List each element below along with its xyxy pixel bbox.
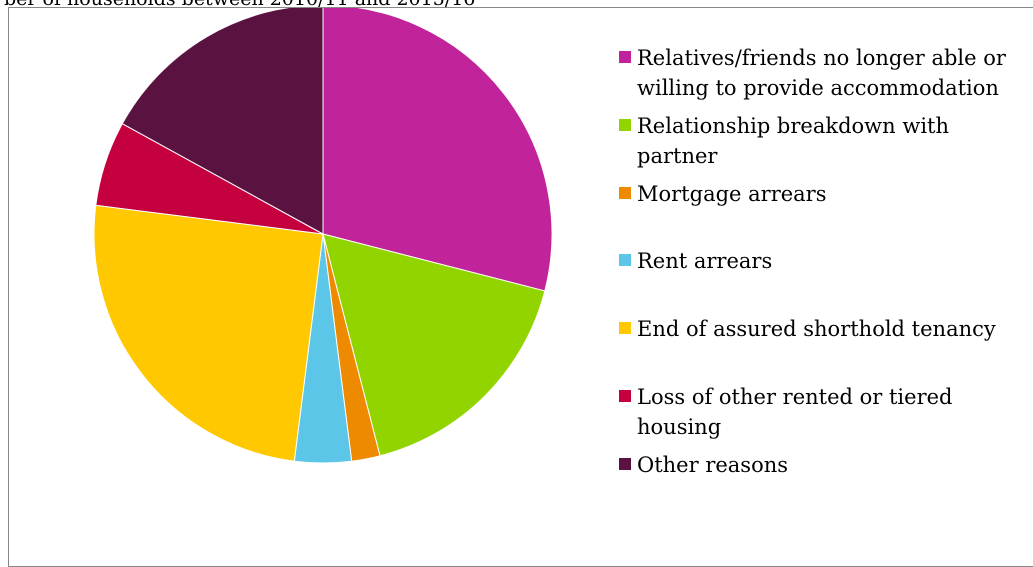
legend-item-4: End of assured shorthold tenancy [619, 314, 1032, 344]
legend-swatch-1 [619, 119, 631, 131]
legend-item-1: Relationship breakdown with partner [619, 111, 1032, 171]
legend-label-2: Mortgage arrears [637, 182, 827, 206]
pie-slice-0 [322, 8, 553, 292]
legend-swatch-5 [619, 390, 631, 402]
legend-item-3: Rent arrears [619, 246, 1032, 276]
legend-label-5: Loss of other rented or tiered housing [637, 385, 953, 439]
legend-swatch-0 [619, 51, 631, 63]
legend-item-5: Loss of other rented or tiered housing [619, 382, 1032, 442]
chart-caption: ber of households between 2010/11 and 20… [4, 0, 475, 10]
legend-label-4: End of assured shorthold tenancy [637, 317, 996, 341]
pie-slice-6 [121, 8, 324, 235]
legend-swatch-2 [619, 187, 631, 199]
pie-chart [93, 8, 553, 464]
legend-swatch-3 [619, 254, 631, 266]
chart-frame: Relatives/friends no longer able or will… [8, 7, 1033, 567]
legend-label-6: Other reasons [637, 453, 789, 477]
pie-slice-1 [322, 233, 546, 457]
legend-swatch-4 [619, 322, 631, 334]
pie-slice-4 [93, 204, 324, 462]
legend-item-2: Mortgage arrears [619, 179, 1032, 209]
legend-label-3: Rent arrears [637, 249, 773, 273]
legend-label-0: Relatives/friends no longer able or will… [637, 46, 1006, 100]
legend-item-6: Other reasons [619, 450, 1032, 480]
legend-item-0: Relatives/friends no longer able or will… [619, 43, 1032, 103]
legend-swatch-6 [619, 458, 631, 470]
legend-label-1: Relationship breakdown with partner [637, 114, 950, 168]
